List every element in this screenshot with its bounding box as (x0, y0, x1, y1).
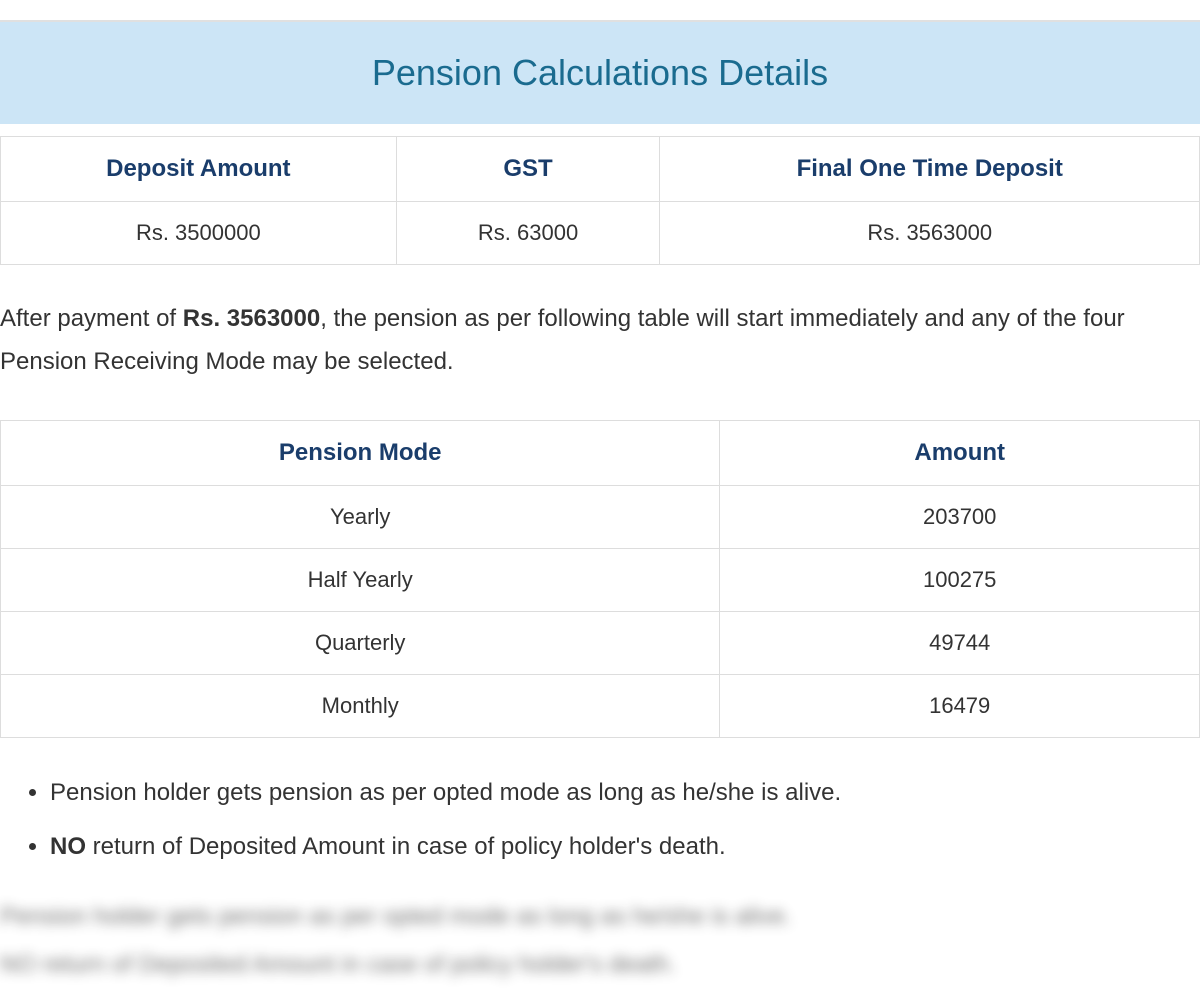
pension-mode: Quarterly (1, 612, 720, 675)
table-row: Half Yearly 100275 (1, 549, 1200, 612)
notes-list: Pension holder gets pension as per opted… (0, 750, 1200, 869)
pension-mode: Yearly (1, 486, 720, 549)
content-area: Deposit Amount GST Final One Time Deposi… (0, 136, 1200, 989)
pension-amount: 203700 (720, 486, 1200, 549)
final-deposit-value: Rs. 3563000 (660, 202, 1200, 265)
deposit-header-gst: GST (396, 137, 660, 202)
pension-header-amount: Amount (720, 421, 1200, 486)
bold-amount: Rs. 3563000 (183, 305, 320, 332)
pension-mode: Half Yearly (1, 549, 720, 612)
gst-value: Rs. 63000 (396, 202, 660, 265)
table-row: Rs. 3500000 Rs. 63000 Rs. 3563000 (1, 202, 1200, 265)
pension-amount: 16479 (720, 675, 1200, 738)
pension-header-mode: Pension Mode (1, 421, 720, 486)
table-row: Quarterly 49744 (1, 612, 1200, 675)
description-text: After payment of Rs. 3563000, the pensio… (0, 277, 1200, 408)
note-item: NO return of Deposited Amount in case of… (50, 824, 1200, 870)
pension-table: Pension Mode Amount Yearly 203700 Half Y… (0, 420, 1200, 738)
note-item: Pension holder gets pension as per opted… (50, 770, 1200, 816)
deposit-amount-value: Rs. 3500000 (1, 202, 397, 265)
deposit-header-amount: Deposit Amount (1, 137, 397, 202)
pension-amount: 49744 (720, 612, 1200, 675)
table-row: Monthly 16479 (1, 675, 1200, 738)
blurred-content: Pension holder gets pension as per opted… (0, 878, 1200, 989)
pension-mode: Monthly (1, 675, 720, 738)
title-banner: Pension Calculations Details (0, 20, 1200, 124)
page-title: Pension Calculations Details (0, 52, 1200, 94)
deposit-table: Deposit Amount GST Final One Time Deposi… (0, 136, 1200, 265)
table-row: Yearly 203700 (1, 486, 1200, 549)
pension-amount: 100275 (720, 549, 1200, 612)
deposit-header-final: Final One Time Deposit (660, 137, 1200, 202)
